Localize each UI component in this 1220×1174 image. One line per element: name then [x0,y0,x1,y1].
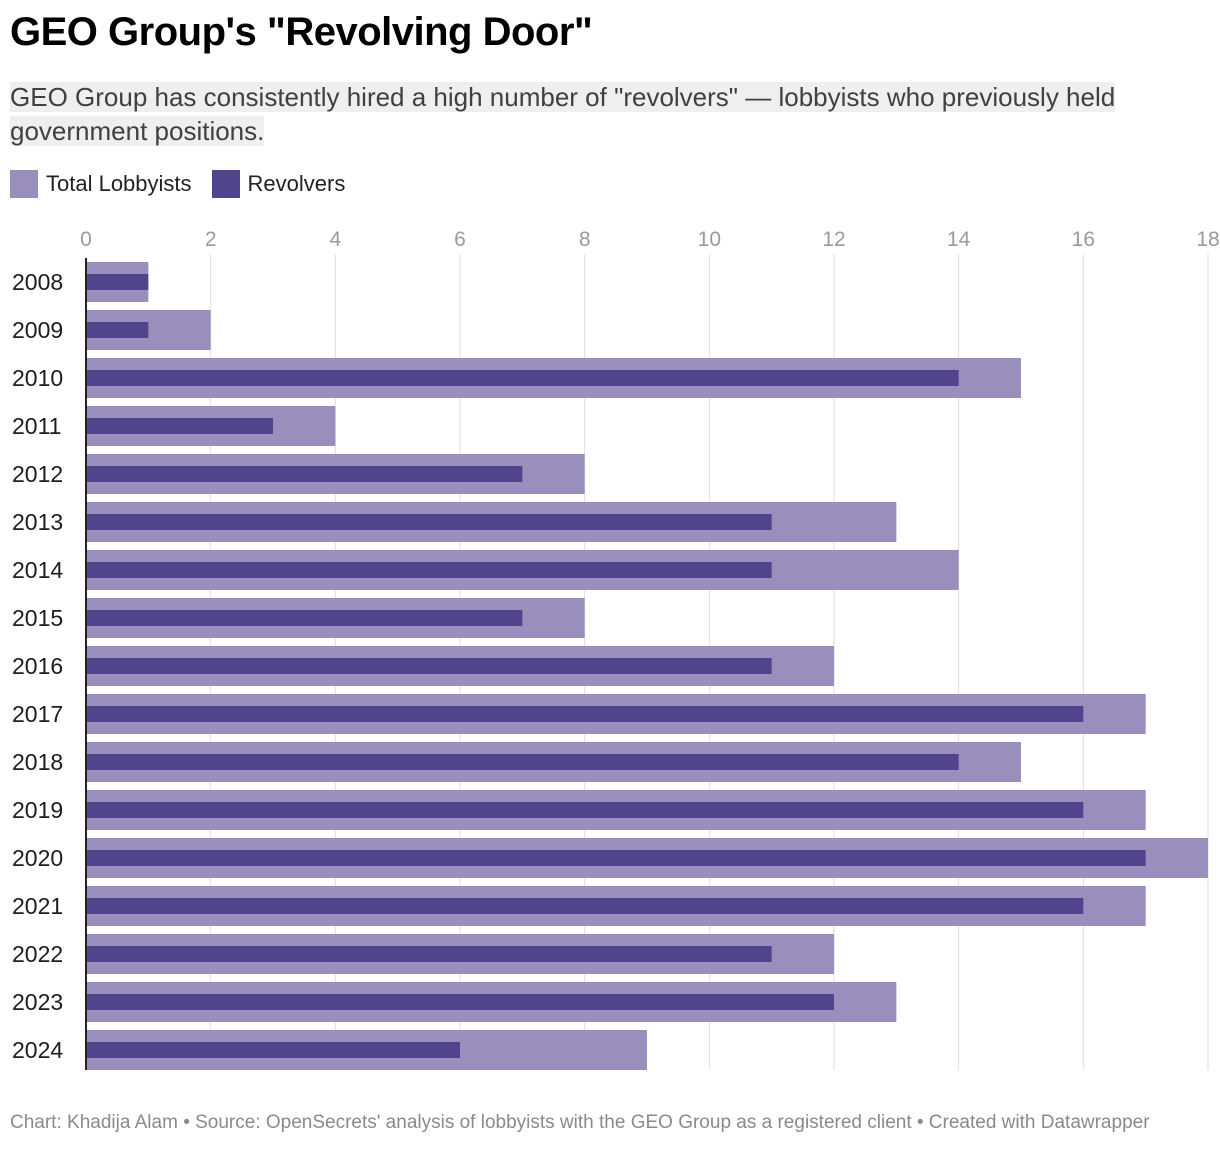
x-tick-label-2: 2 [205,228,217,251]
bar-revolvers-2021 [86,898,1084,914]
x-tick-label-6: 6 [454,228,466,251]
x-tick-label-4: 4 [329,228,341,251]
y-tick-label-2009: 2009 [12,317,63,343]
y-tick-label-2008: 2008 [12,269,63,295]
bar-revolvers-2022 [86,946,772,962]
y-tick-label-2014: 2014 [12,557,63,583]
y-tick-label-2011: 2011 [12,413,61,439]
bar-revolvers-2011 [86,418,273,434]
x-tick-label-14: 14 [947,228,971,251]
y-tick-label-2010: 2010 [12,365,63,391]
x-tick-label-12: 12 [822,228,845,251]
y-tick-label-2017: 2017 [12,701,63,727]
bar-revolvers-2019 [86,802,1084,818]
legend-label-revolvers: Revolvers [247,171,346,196]
bar-revolvers-2023 [86,994,834,1010]
subtitle-text: GEO Group has consistently hired a high … [10,82,1116,146]
y-tick-label-2019: 2019 [12,797,63,823]
y-tick-label-2018: 2018 [12,749,63,775]
y-tick-label-2012: 2012 [12,461,63,487]
y-tick-label-2015: 2015 [12,605,63,631]
chart-title: GEO Group's "Revolving Door" [10,10,593,54]
x-tick-label-10: 10 [698,228,721,251]
chart-footer: Chart: Khadija Alam • Source: OpenSecret… [10,1112,1150,1133]
legend: Total Lobbyists Revolvers [10,170,365,198]
bar-revolvers-2016 [86,658,772,674]
y-tick-label-2024: 2024 [12,1037,63,1063]
x-tick-label-18: 18 [1196,228,1219,251]
y-tick-label-2016: 2016 [12,653,63,679]
y-tick-label-2021: 2021 [12,893,63,919]
bar-revolvers-2024 [86,1042,460,1058]
bar-revolvers-2009 [86,322,149,338]
bar-revolvers-2017 [86,706,1084,722]
bar-revolvers-2014 [86,562,772,578]
bar-revolvers-2008 [86,274,149,290]
y-tick-label-2023: 2023 [12,989,63,1015]
bar-chart: 0 2 4 6 8 10 12 14 16 18 2008 2009 2010 2011 2012 2013 2… [12,228,1220,1070]
legend-swatch-total [10,170,38,198]
bar-revolvers-2013 [86,514,772,530]
legend-item-total: Total Lobbyists [10,170,192,198]
x-tick-label-0: 0 [80,228,92,251]
x-tick-label-8: 8 [579,228,591,251]
bar-revolvers-2018 [86,754,959,770]
bar-revolvers-2012 [86,466,523,482]
y-tick-label-2022: 2022 [12,941,63,967]
chart-subtitle: GEO Group has consistently hired a high … [10,80,1180,148]
bar-revolvers-2015 [86,610,523,626]
legend-label-total: Total Lobbyists [46,171,192,196]
y-tick-label-2013: 2013 [12,509,63,535]
bar-revolvers-2020 [86,850,1146,866]
legend-swatch-revolvers [211,170,240,198]
bar-revolvers-2010 [86,370,959,386]
legend-item-revolvers: Revolvers [211,170,346,198]
x-tick-label-16: 16 [1072,228,1095,251]
y-tick-label-2020: 2020 [12,845,63,871]
